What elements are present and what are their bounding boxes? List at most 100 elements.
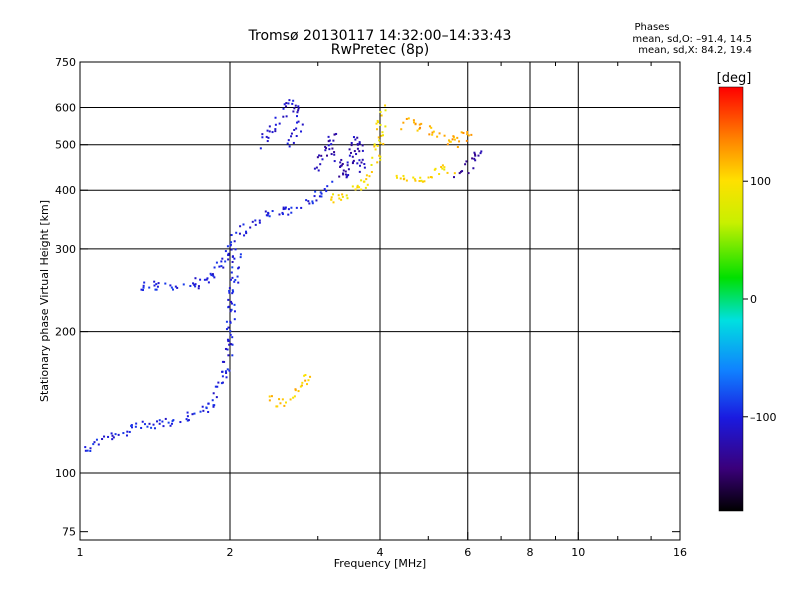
data-point: [227, 354, 230, 357]
data-point: [431, 131, 434, 134]
data-point: [349, 151, 352, 154]
data-point: [284, 207, 287, 210]
data-point: [201, 405, 204, 408]
data-point: [333, 160, 336, 163]
data-point: [279, 402, 282, 405]
data-point: [352, 136, 355, 139]
data-point: [229, 321, 232, 324]
data-point: [428, 133, 431, 136]
data-point: [245, 232, 248, 235]
data-point: [341, 193, 344, 196]
x-tick-label: 10: [571, 546, 585, 559]
data-point: [470, 133, 473, 136]
data-point: [186, 415, 189, 418]
data-point: [140, 426, 143, 429]
data-point: [158, 422, 161, 425]
data-point: [363, 180, 366, 183]
data-point: [300, 206, 303, 209]
data-point: [235, 231, 238, 234]
data-point: [281, 213, 284, 216]
data-point: [110, 432, 113, 435]
data-point: [228, 287, 231, 290]
data-point: [135, 422, 138, 425]
data-point: [340, 164, 343, 167]
y-tick-label: 300: [55, 243, 76, 256]
data-point: [330, 198, 333, 201]
data-point: [154, 288, 157, 291]
data-point: [333, 153, 336, 156]
data-point: [278, 398, 281, 401]
data-point: [361, 149, 364, 152]
data-point: [353, 150, 356, 153]
data-point: [436, 135, 439, 138]
data-point: [290, 135, 293, 138]
data-point: [332, 139, 335, 142]
data-point: [448, 140, 451, 143]
data-point: [230, 248, 233, 251]
data-point: [268, 215, 271, 218]
data-point: [231, 260, 234, 263]
data-point: [379, 155, 382, 158]
data-point: [203, 278, 206, 281]
data-point: [224, 250, 227, 253]
data-point: [433, 168, 436, 171]
data-point: [473, 151, 476, 154]
grid-lines: [80, 62, 680, 540]
data-point: [295, 121, 298, 124]
data-point: [449, 140, 452, 143]
data-point: [152, 423, 155, 426]
data-point: [270, 395, 273, 398]
data-point: [311, 202, 314, 205]
data-point: [265, 135, 268, 138]
data-point: [197, 287, 200, 290]
data-point: [97, 443, 100, 446]
data-point: [233, 257, 236, 260]
data-point: [479, 152, 482, 155]
data-point: [267, 136, 270, 139]
data-point: [274, 130, 277, 133]
data-point: [176, 286, 179, 289]
data-point: [402, 174, 405, 177]
data-point: [221, 381, 224, 384]
data-point: [228, 343, 231, 346]
y-tick-label: 750: [55, 56, 76, 69]
data-point: [370, 171, 373, 174]
data-point: [238, 232, 241, 235]
data-point: [231, 292, 234, 295]
data-point: [382, 142, 385, 145]
data-point: [432, 130, 435, 133]
data-point: [346, 197, 349, 200]
data-point: [142, 286, 145, 289]
data-point: [405, 117, 408, 120]
data-point: [456, 136, 459, 139]
data-point: [332, 201, 335, 204]
data-point: [227, 326, 230, 329]
data-point: [227, 298, 230, 301]
data-point: [418, 127, 421, 130]
data-point: [234, 278, 237, 281]
data-point: [254, 219, 257, 222]
data-point: [356, 162, 359, 165]
data-point: [161, 420, 164, 423]
data-point: [377, 136, 380, 139]
data-point: [254, 223, 257, 226]
data-point: [213, 266, 216, 269]
data-point: [407, 117, 410, 120]
data-point: [341, 195, 344, 198]
data-point: [224, 260, 227, 263]
data-point: [220, 382, 223, 385]
data-point: [239, 253, 242, 256]
data-point: [325, 190, 328, 193]
data-point: [233, 310, 236, 313]
data-point: [358, 150, 361, 153]
data-point: [231, 276, 234, 279]
data-point: [466, 133, 469, 136]
data-point: [465, 160, 468, 163]
data-point: [249, 226, 252, 229]
data-point: [453, 172, 456, 175]
data-point: [229, 330, 232, 333]
data-point: [464, 163, 467, 166]
data-point: [230, 234, 233, 237]
data-point: [418, 123, 421, 126]
data-point: [231, 336, 234, 339]
